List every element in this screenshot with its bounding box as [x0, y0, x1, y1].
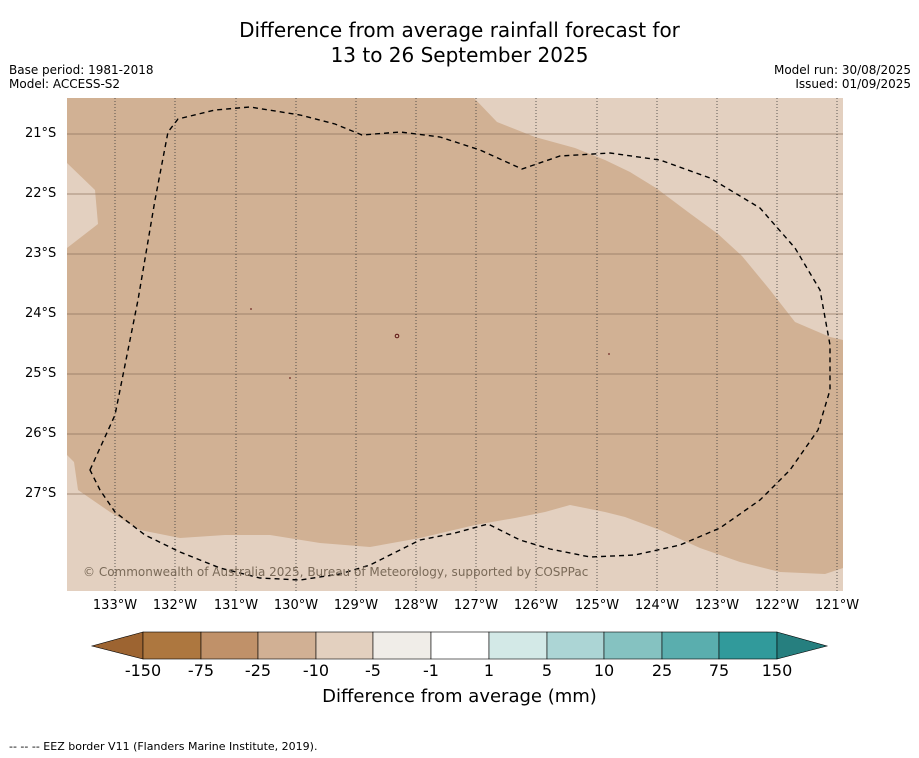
- lon-label-131w: 131°W: [213, 598, 259, 613]
- colorbar-bin-7: [488, 631, 548, 660]
- colorbar-tick: -75: [187, 661, 215, 680]
- map-title: Difference from average rainfall forecas…: [0, 18, 919, 68]
- issued-date: Issued: 01/09/2025: [795, 77, 911, 91]
- latitude-gridlines: [67, 133, 843, 495]
- colorbar-tick: 10: [593, 661, 615, 680]
- lon-label-122w: 122°W: [754, 598, 800, 613]
- lon-label-132w: 132°W: [152, 598, 198, 613]
- lon-label-133w: 133°W: [92, 598, 138, 613]
- lat-label-23s: 23°S: [25, 246, 57, 261]
- lon-label-125w: 125°W: [574, 598, 620, 613]
- lat-label-26s: 26°S: [25, 426, 57, 441]
- lon-label-130w: 130°W: [273, 598, 319, 613]
- eez-border: [89, 106, 831, 581]
- copyright-notice: © Commonwealth of Australia 2025, Bureau…: [83, 565, 589, 579]
- model-run: Model run: 30/08/2025: [773, 63, 911, 77]
- colorbar-bin-1: [142, 631, 202, 660]
- colorbar-bin-6: [430, 631, 490, 660]
- colorbar-tick: 25: [651, 661, 673, 680]
- lon-label-121w: 121°W: [814, 598, 860, 613]
- meta-left: Base period: 1981-2018 Model: ACCESS-S2: [9, 63, 154, 91]
- colorbar-tick: -10: [302, 661, 330, 680]
- lat-label-21s: 21°S: [25, 126, 57, 141]
- lon-label-127w: 127°W: [453, 598, 499, 613]
- colorbar-extend-high: [776, 631, 829, 660]
- title-line-2: 13 to 26 September 2025: [330, 43, 589, 67]
- model-name: Model: ACCESS-S2: [9, 77, 121, 91]
- colorbar-tick: 1: [483, 661, 495, 680]
- colorbar-bin-5: [372, 631, 432, 660]
- lon-label-124w: 124°W: [634, 598, 680, 613]
- meta-right: Model run: 30/08/2025 Issued: 01/09/2025: [774, 63, 911, 91]
- colorbar-tick: 5: [541, 661, 553, 680]
- colorbar: [90, 631, 829, 660]
- lat-label-22s: 22°S: [25, 186, 57, 201]
- colorbar-tick: -150: [124, 661, 162, 680]
- colorbar-bin-9: [603, 631, 663, 660]
- colorbar-bin-8: [546, 631, 605, 660]
- colorbar-bin-10: [661, 631, 720, 660]
- islands: [250, 308, 610, 379]
- lon-label-123w: 123°W: [694, 598, 740, 613]
- eez-legend: -- -- -- EEZ border V11 (Flanders Marine…: [9, 740, 318, 753]
- colorbar-tick: 150: [761, 661, 793, 680]
- longitude-gridlines: [114, 98, 838, 591]
- colorbar-bin-3: [257, 631, 317, 660]
- colorbar-tick: -1: [423, 661, 439, 680]
- rainfall-region-minus-25: [67, 98, 843, 574]
- lat-label-24s: 24°S: [25, 306, 57, 321]
- base-period: Base period: 1981-2018: [9, 63, 154, 77]
- colorbar-bin-11: [718, 631, 778, 660]
- colorbar-title: Difference from average (mm): [322, 686, 597, 707]
- lon-label-126w: 126°W: [513, 598, 559, 613]
- colorbar-bin-2: [200, 631, 259, 660]
- colorbar-tick: 75: [708, 661, 730, 680]
- colorbar-tick: -25: [244, 661, 272, 680]
- title-line-1: Difference from average rainfall forecas…: [239, 18, 680, 42]
- lon-label-128w: 128°W: [393, 598, 439, 613]
- lat-label-25s: 25°S: [25, 366, 57, 381]
- lon-label-129w: 129°W: [333, 598, 379, 613]
- colorbar-tick: -5: [365, 661, 381, 680]
- colorbar-bin-4: [315, 631, 374, 660]
- colorbar-extend-low: [90, 631, 144, 660]
- lat-label-27s: 27°S: [25, 486, 57, 501]
